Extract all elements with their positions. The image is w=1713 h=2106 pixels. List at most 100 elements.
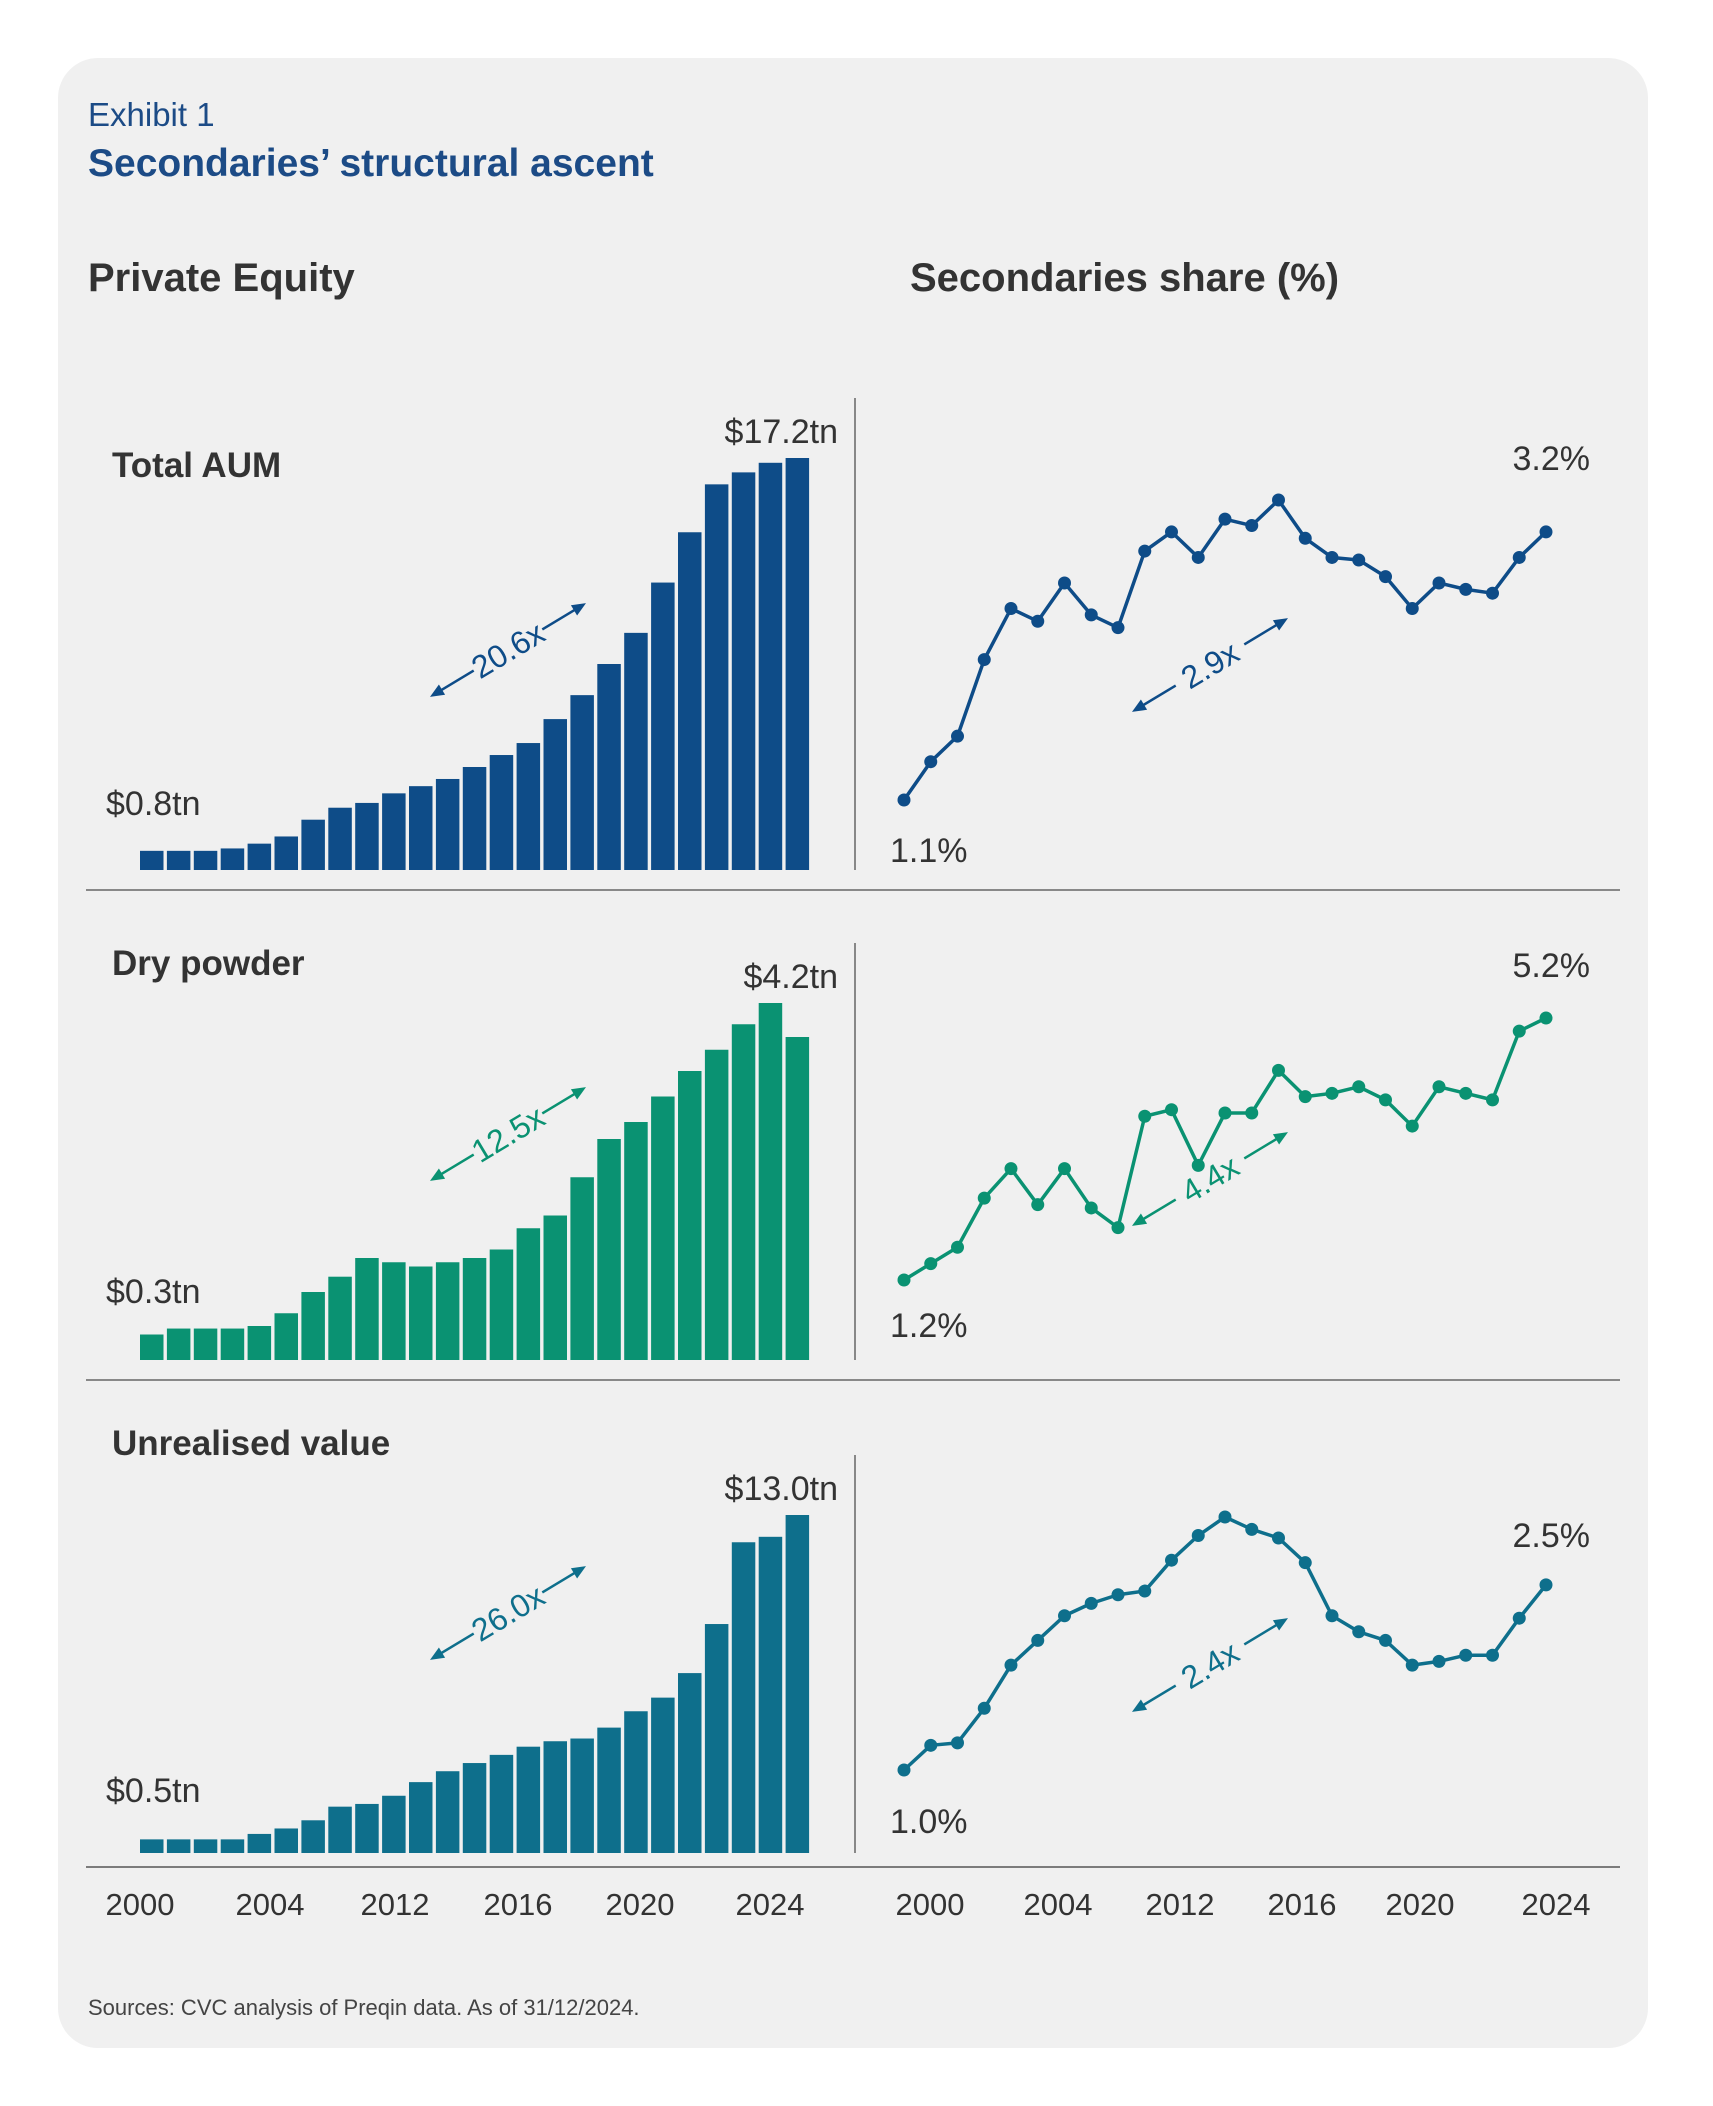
x-tick-label: 2000 bbox=[896, 1887, 965, 1922]
row-label-unrealised-value: Unrealised value bbox=[112, 1424, 391, 1463]
share-point bbox=[1245, 1106, 1259, 1120]
bar bbox=[758, 462, 783, 870]
bar bbox=[140, 1839, 164, 1853]
bar bbox=[301, 819, 325, 870]
bar bbox=[651, 1096, 675, 1360]
multiplier-arrowhead-left bbox=[1131, 1213, 1148, 1226]
bar-start-label: $0.5tn bbox=[106, 1772, 201, 1810]
bar bbox=[489, 1754, 514, 1853]
x-tick-label: 2012 bbox=[361, 1887, 430, 1922]
share-point bbox=[1486, 1093, 1499, 1107]
bar bbox=[140, 1334, 164, 1360]
bar bbox=[220, 1328, 245, 1360]
multiplier-arrowhead-left bbox=[429, 1168, 446, 1181]
bar bbox=[382, 1795, 406, 1853]
share-point bbox=[1138, 1584, 1152, 1598]
bar bbox=[409, 786, 433, 870]
x-tick-label: 2024 bbox=[736, 1887, 805, 1922]
multiplier-arrowhead-right bbox=[570, 603, 587, 616]
bar bbox=[678, 532, 702, 870]
x-tick-label: 2024 bbox=[1522, 1887, 1591, 1922]
bar-multiplier-arrow: 20.6x bbox=[429, 603, 587, 697]
share-point bbox=[1405, 1119, 1419, 1133]
multiplier-arrowhead-right bbox=[570, 1566, 587, 1579]
bar bbox=[166, 1839, 191, 1853]
share-point bbox=[1352, 1625, 1366, 1639]
bar bbox=[651, 1697, 675, 1853]
line-chart-2 bbox=[897, 1510, 1553, 1777]
bar-start-label: $0.3tn bbox=[106, 1273, 201, 1311]
bar-multiplier-arrow: 12.5x bbox=[429, 1087, 587, 1181]
bar bbox=[355, 1258, 379, 1360]
bar bbox=[543, 1741, 567, 1853]
bar bbox=[624, 1122, 648, 1360]
share-point bbox=[1218, 512, 1232, 526]
multiplier-arrowhead-left bbox=[429, 1647, 446, 1660]
share-point bbox=[1459, 1648, 1473, 1662]
share-point bbox=[1352, 1080, 1366, 1094]
share-point bbox=[1004, 1162, 1018, 1176]
share-point bbox=[1298, 531, 1312, 545]
share-point bbox=[1272, 1531, 1285, 1545]
share-point bbox=[1379, 570, 1392, 584]
bar bbox=[516, 1228, 541, 1360]
share-point bbox=[1272, 1063, 1285, 1077]
share-point bbox=[1031, 1198, 1045, 1212]
share-point bbox=[1031, 1633, 1045, 1647]
bar bbox=[624, 1711, 648, 1853]
bar bbox=[328, 1276, 352, 1360]
multiplier-label: 12.5x bbox=[465, 1098, 551, 1169]
bar bbox=[435, 1262, 460, 1360]
bar-chart-1 bbox=[140, 1003, 810, 1360]
x-tick-label: 2016 bbox=[1268, 1887, 1337, 1922]
right-column-heading: Secondaries share (%) bbox=[910, 256, 1340, 300]
bar bbox=[382, 793, 406, 870]
share-point bbox=[1165, 1553, 1178, 1567]
bar bbox=[166, 850, 191, 870]
bar bbox=[409, 1266, 433, 1360]
share-point bbox=[1165, 1103, 1178, 1117]
share-point bbox=[951, 1240, 964, 1254]
share-point bbox=[897, 1273, 911, 1287]
bar bbox=[704, 484, 729, 870]
multiplier-label: 2.9x bbox=[1175, 634, 1245, 696]
share-point bbox=[1218, 1510, 1232, 1524]
share-point bbox=[1539, 1011, 1553, 1025]
share-point bbox=[1058, 1162, 1071, 1176]
row-label-dry-powder: Dry powder bbox=[112, 944, 305, 983]
bar bbox=[624, 632, 648, 870]
share-point bbox=[1084, 608, 1098, 622]
bar bbox=[516, 743, 541, 870]
bar bbox=[570, 1738, 594, 1853]
share-point bbox=[1084, 1596, 1098, 1610]
share-point bbox=[1512, 1611, 1526, 1625]
multiplier-label: 2.4x bbox=[1175, 1634, 1245, 1696]
share-point bbox=[1379, 1093, 1392, 1107]
bar bbox=[409, 1782, 433, 1853]
x-tick-label: 2004 bbox=[236, 1887, 305, 1922]
multiplier-arrowhead-left bbox=[429, 684, 446, 697]
bar bbox=[758, 1003, 783, 1360]
x-tick-label: 2004 bbox=[1024, 1887, 1093, 1922]
share-point bbox=[951, 1736, 964, 1750]
bar bbox=[166, 1328, 191, 1360]
share-end-label: 5.2% bbox=[1513, 947, 1591, 985]
share-point bbox=[924, 1738, 938, 1752]
multiplier-arrowhead-right bbox=[1272, 1618, 1289, 1631]
share-point bbox=[1512, 550, 1526, 564]
share-point bbox=[1459, 582, 1473, 596]
share-point bbox=[1486, 1648, 1499, 1662]
multiplier-arrowhead-left bbox=[1131, 699, 1148, 712]
multiplier-arrowhead-right bbox=[570, 1087, 587, 1100]
exhibit-number: Exhibit 1 bbox=[88, 96, 215, 133]
share-point bbox=[1111, 1221, 1125, 1235]
multiplier-label: 26.0x bbox=[465, 1577, 551, 1648]
multiplier-arrowhead-left bbox=[1131, 1699, 1148, 1712]
share-point bbox=[1058, 576, 1071, 590]
bar bbox=[570, 1177, 594, 1360]
share-point bbox=[897, 793, 911, 807]
bar bbox=[462, 1258, 487, 1360]
share-point bbox=[1432, 1654, 1446, 1668]
share-point bbox=[1138, 544, 1152, 558]
bar-end-label: $17.2tn bbox=[725, 413, 838, 451]
